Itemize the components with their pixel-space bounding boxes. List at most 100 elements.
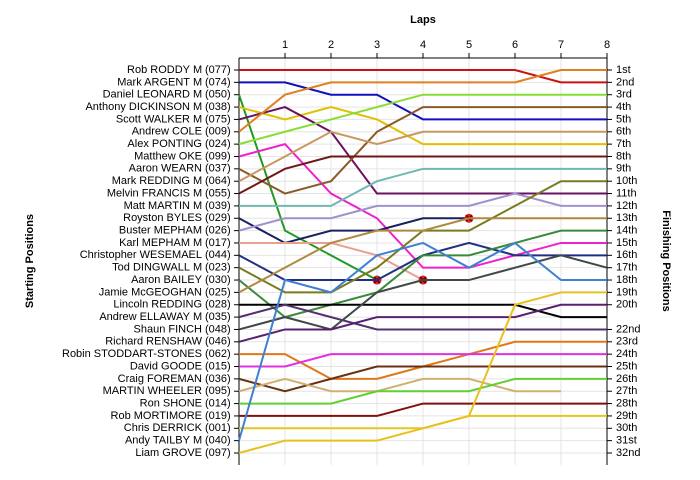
driver-name: Alex PONTING	[127, 138, 202, 150]
lap-line	[238, 217, 469, 245]
y2-tick-label: 7th	[616, 138, 631, 150]
y2-tick-label: 6th	[616, 126, 631, 138]
driver-number: (038)	[205, 101, 231, 113]
y2-tick-label: 24th	[616, 348, 637, 360]
driver-number: (001)	[205, 422, 231, 434]
driver-name: Liam GROVE	[135, 447, 202, 459]
driver-number: (014)	[205, 397, 231, 409]
lap-line	[238, 93, 607, 146]
driver-number: (029)	[205, 212, 231, 224]
lap-line	[238, 143, 607, 269]
y2-tick-label: 25th	[616, 360, 637, 372]
lap-line	[239, 353, 607, 368]
driver-name: Jamie McGEOGHAN	[99, 286, 202, 298]
y2-tick-label: 2nd	[616, 76, 634, 88]
lap-line	[239, 377, 607, 405]
driver-name: David GOODE	[130, 360, 202, 372]
y2-tick-label: 32nd	[616, 447, 640, 459]
driver-number: (095)	[205, 385, 231, 397]
driver-name: MARTIN WHEELER	[103, 385, 202, 397]
driver-class: M	[193, 311, 202, 323]
lap-line	[238, 254, 608, 331]
y2-tick-label: 12th	[616, 200, 637, 212]
lap-line	[238, 192, 607, 232]
driver-name: Scott WALKER	[116, 113, 190, 125]
lap-line	[239, 303, 607, 319]
lap-line	[238, 217, 607, 294]
driver-class: M	[193, 435, 202, 447]
driver-class: M	[193, 200, 202, 212]
driver-name: Mark REDDING	[112, 175, 190, 187]
lap-line	[238, 106, 607, 195]
x-tick-label: 6	[512, 39, 518, 51]
driver-name: Shaun FINCH	[134, 323, 203, 335]
driver-number: (009)	[205, 126, 231, 138]
driver-name: Ron SHONE	[140, 397, 202, 409]
driver-number: (097)	[205, 447, 231, 459]
driver-class: M	[193, 237, 202, 249]
x-tick-label: 4	[420, 39, 426, 51]
driver-number: (015)	[205, 360, 231, 372]
driver-number: (048)	[205, 323, 231, 335]
y2-tick-label: 15th	[616, 237, 637, 249]
x-tick-label: 5	[466, 39, 472, 51]
x-tick-label: 2	[328, 39, 334, 51]
driver-name: Mark ARGENT	[117, 76, 190, 88]
x-tick-label: 3	[374, 39, 380, 51]
driver-name: Rob MORTIMORE	[111, 410, 202, 422]
lap-line	[238, 241, 607, 441]
driver-number: (028)	[205, 299, 231, 311]
y-axis-label: Starting Positions	[24, 214, 36, 308]
y2-tick-label: 3rd	[616, 89, 632, 101]
y2-tick-label: 29th	[616, 410, 637, 422]
y2-tick-label: 16th	[616, 249, 637, 261]
lap-line	[238, 155, 607, 195]
lap-line	[239, 69, 607, 84]
x-tick-label: 1	[282, 39, 288, 51]
y2-tick-label: 8th	[616, 150, 631, 162]
driver-class: M	[193, 262, 202, 274]
driver-class: M	[193, 113, 202, 125]
y2-tick-label: 14th	[616, 225, 637, 237]
y2-tick-label: 18th	[616, 274, 637, 286]
y2-tick-label: 11th	[616, 187, 637, 199]
driver-name: Richard RENSHAW	[105, 336, 202, 348]
driver-number: (037)	[205, 163, 231, 175]
driver-number: (099)	[205, 150, 231, 162]
driver-number: (017)	[205, 237, 231, 249]
driver-name: Christopher WESEMAEL	[80, 249, 202, 261]
y2-tick-label: 1st	[616, 64, 631, 76]
lap-line	[239, 167, 607, 207]
driver-number: (055)	[205, 187, 231, 199]
y2-tick-label: 19th	[616, 286, 637, 298]
driver-name: Andrew COLE	[132, 126, 202, 138]
driver-name: Melvin FRANCIS	[107, 187, 190, 199]
driver-name: Chris DERRICK	[124, 422, 203, 434]
driver-number: (035)	[205, 311, 231, 323]
y2-tick-label: 30th	[616, 422, 637, 434]
y2-tick-label: 22nd	[616, 323, 640, 335]
driver-number: (075)	[205, 113, 231, 125]
y2-tick-label: 23rd	[616, 336, 638, 348]
x-tick-label: 7	[558, 39, 564, 51]
driver-number: (062)	[205, 348, 231, 360]
lap-line	[238, 377, 561, 393]
y2-tick-label: 28th	[616, 397, 637, 409]
driver-number: (064)	[205, 175, 231, 187]
y2-axis-label: Finishing Positions	[660, 210, 672, 311]
y2-tick-label: 10th	[616, 175, 637, 187]
x-tick-label: 8	[604, 39, 610, 51]
y2-tick-label: 5th	[616, 113, 631, 125]
lap-line	[238, 229, 607, 319]
driver-number: (040)	[205, 435, 231, 447]
lap-line	[238, 365, 607, 393]
driver-name: Tod DINGWALL	[112, 262, 190, 274]
driver-number: (025)	[205, 286, 231, 298]
driver-number: (024)	[205, 138, 231, 150]
driver-number: (039)	[205, 200, 231, 212]
driver-class: M	[193, 64, 202, 76]
driver-number: (026)	[205, 225, 231, 237]
driver-name: Matthew OKE	[134, 150, 202, 162]
lap-line	[239, 81, 607, 121]
